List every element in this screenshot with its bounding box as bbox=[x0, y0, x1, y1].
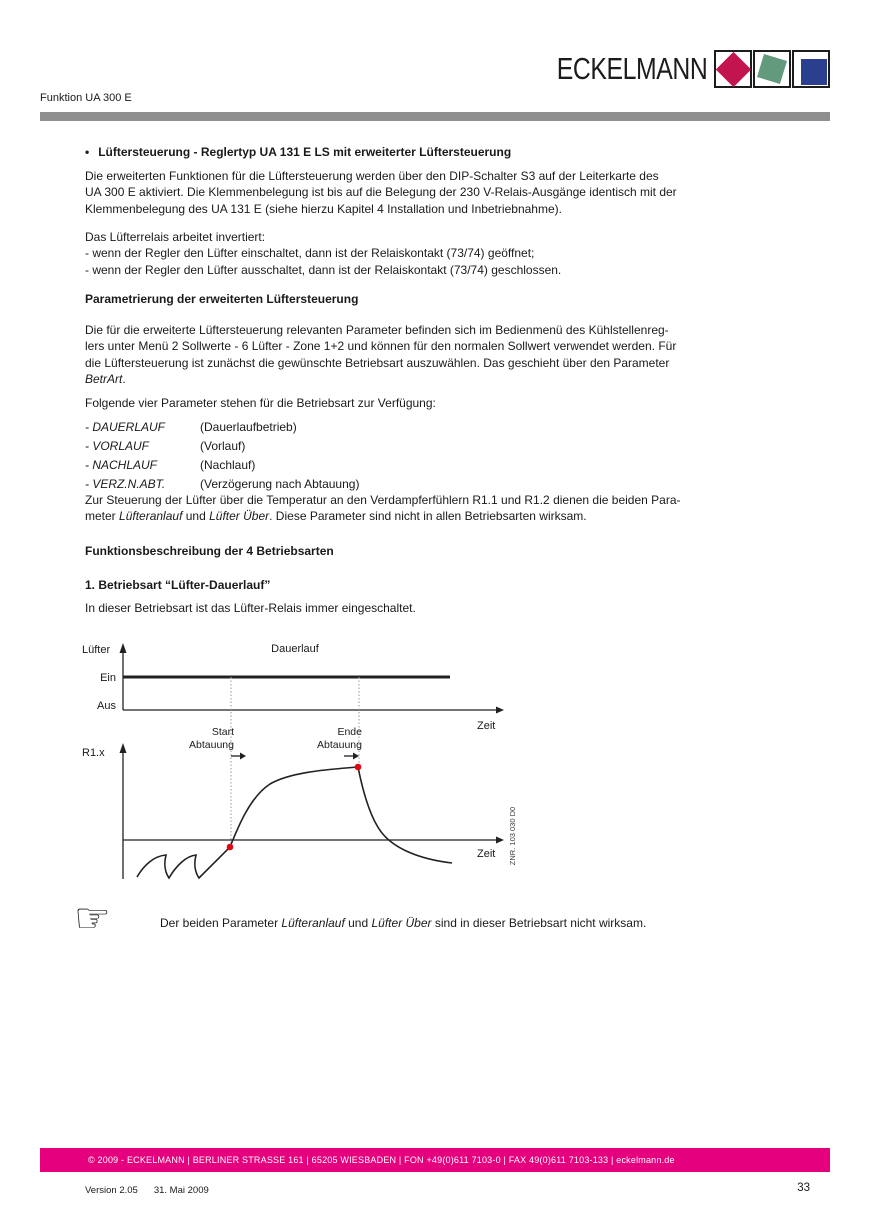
param-luefter-ueber: Lüfter Über bbox=[209, 509, 270, 524]
list-item: - VORLAUF (Vorlauf) bbox=[85, 437, 359, 456]
fan-off-label: Aus bbox=[97, 700, 116, 712]
section-heading-luftersteuerung: • Lüftersteuerung - Reglertyp UA 131 E L… bbox=[85, 145, 511, 159]
paragraph-steuerung-fuehler: Zur Steuerung der Lüfter über die Temper… bbox=[85, 492, 815, 525]
defrost-start-label-2: Abtauung bbox=[189, 739, 234, 751]
param-name: - VERZ.N.ABT. bbox=[85, 477, 166, 491]
param-name: - VORLAUF bbox=[85, 439, 150, 453]
note-text: Der beiden Parameter Lüfteranlauf und Lü… bbox=[160, 916, 820, 930]
fan-x-axis-arrow bbox=[496, 706, 504, 714]
temperature-curve bbox=[136, 766, 453, 880]
temp-time-label: Zeit bbox=[477, 848, 495, 860]
temp-x-axis-arrow bbox=[496, 836, 504, 844]
paragraph-betriebsart-1: In dieser Betriebsart ist das Lüfter-Rel… bbox=[85, 601, 416, 615]
blue-square-icon bbox=[801, 59, 827, 85]
param-luefteranlauf: Lüfteranlauf bbox=[281, 916, 345, 930]
fan-axis-label: Lüfter bbox=[82, 644, 110, 656]
page-number: 33 bbox=[797, 1182, 810, 1194]
param-luefter-ueber: Lüfter Über bbox=[371, 916, 432, 930]
version-date: 31. Mai 2009 bbox=[153, 1185, 209, 1196]
version-label: Version 2.05 bbox=[85, 1185, 138, 1196]
fan-on-label: Ein bbox=[100, 672, 116, 684]
betriebsart-param-list: - DAUERLAUF (Dauerlaufbetrieb) - VORLAUF (… bbox=[85, 418, 359, 494]
paragraph-parameter-menue: Die für die erweiterte Lüftersteuerung r… bbox=[85, 322, 815, 388]
paragraph-text: und bbox=[182, 509, 210, 524]
paragraph-text: . Diese Parameter sind nicht in allen Be… bbox=[269, 509, 587, 524]
pointing-hand-icon: ☞ bbox=[74, 894, 111, 942]
footer-address-bar: © 2009 - ECKELMANN | BERLINER STRASSE 16… bbox=[40, 1148, 830, 1172]
logo-tiles bbox=[714, 50, 830, 88]
logo-wordmark: ECKELMANN bbox=[556, 51, 707, 86]
bullet-marker: • bbox=[85, 145, 90, 159]
defrost-start-arrow bbox=[240, 752, 246, 760]
param-desc: (Nachlauf) bbox=[200, 458, 256, 472]
green-square-icon bbox=[757, 54, 787, 84]
list-item: - NACHLAUF (Nachlauf) bbox=[85, 456, 359, 475]
fan-y-axis-arrow bbox=[119, 643, 127, 653]
note-segment: Der beiden Parameter bbox=[160, 916, 282, 930]
list-item: - VERZ.N.ABT. (Verzögerung nach Abtauung) bbox=[85, 475, 359, 494]
param-desc: (Verzögerung nach Abtauung) bbox=[200, 477, 360, 491]
drawing-number: ZNR. 103 030 D0 bbox=[508, 807, 517, 865]
subheading-parametrierung: Parametrierung der erweiterten Lüfterste… bbox=[85, 292, 359, 306]
subheading-betriebsart-1: 1. Betriebsart “Lüfter-Dauerlauf” bbox=[85, 578, 271, 592]
param-betrart: BetrArt bbox=[85, 372, 123, 387]
timing-diagram: Lüfter Dauerlauf Ein Aus Zeit Start Abta… bbox=[82, 643, 517, 880]
param-name: - NACHLAUF bbox=[85, 458, 158, 472]
fan-chart-title: Dauerlauf bbox=[271, 643, 320, 655]
list-item: - DAUERLAUF (Dauerlaufbetrieb) bbox=[85, 418, 359, 437]
note-segment: sind in dieser Betriebsart nicht wirksam… bbox=[431, 916, 647, 930]
note-segment: und bbox=[344, 916, 372, 930]
magenta-diamond-icon bbox=[715, 51, 751, 87]
paragraph-text: . bbox=[122, 372, 126, 387]
param-name: - DAUERLAUF bbox=[85, 420, 166, 434]
defrost-start-label-1: Start bbox=[212, 726, 234, 738]
eckelmann-logo: ECKELMANN bbox=[519, 50, 830, 88]
param-desc: (Vorlauf) bbox=[200, 439, 246, 453]
paragraph-luefterrelais: Das Lüfterrelais arbeitet invertiert: - … bbox=[85, 230, 562, 277]
param-desc: (Dauerlaufbetrieb) bbox=[200, 420, 297, 434]
paragraph-text: Die für die erweiterte Lüftersteuerung r… bbox=[85, 323, 677, 370]
defrost-start-marker-dot bbox=[226, 843, 234, 851]
logo-tile-blue bbox=[792, 50, 830, 88]
paragraph-dip-schalter: Die erweiterten Funktionen für die Lüfte… bbox=[85, 169, 677, 216]
subheading-funktionsbeschreibung: Funktionsbeschreibung der 4 Betriebsarte… bbox=[85, 544, 334, 558]
fan-time-label: Zeit bbox=[477, 720, 495, 732]
paragraph-folgende-parameter: Folgende vier Parameter stehen für die B… bbox=[85, 396, 436, 410]
param-luefteranlauf: Lüfteranlauf bbox=[119, 509, 183, 524]
section-heading-text: Lüftersteuerung - Reglertyp UA 131 E LS … bbox=[98, 145, 512, 159]
footer-version-line: Version 2.05 31. Mai 2009 bbox=[85, 1185, 209, 1196]
defrost-end-label-2: Abtauung bbox=[317, 739, 362, 751]
doc-title: Funktion UA 300 E bbox=[40, 92, 132, 104]
temp-y-axis-arrow bbox=[119, 743, 127, 753]
temp-axis-label: R1.x bbox=[82, 747, 105, 759]
defrost-end-arrow bbox=[353, 752, 359, 760]
logo-tile-green bbox=[753, 50, 791, 88]
header-divider-bar bbox=[40, 112, 830, 121]
defrost-end-label-1: Ende bbox=[337, 726, 362, 738]
paragraph-text: Zur Steuerung der Lüfter über die Temper… bbox=[85, 493, 681, 524]
logo-tile-magenta bbox=[714, 50, 752, 88]
defrost-end-marker-dot bbox=[354, 763, 362, 771]
